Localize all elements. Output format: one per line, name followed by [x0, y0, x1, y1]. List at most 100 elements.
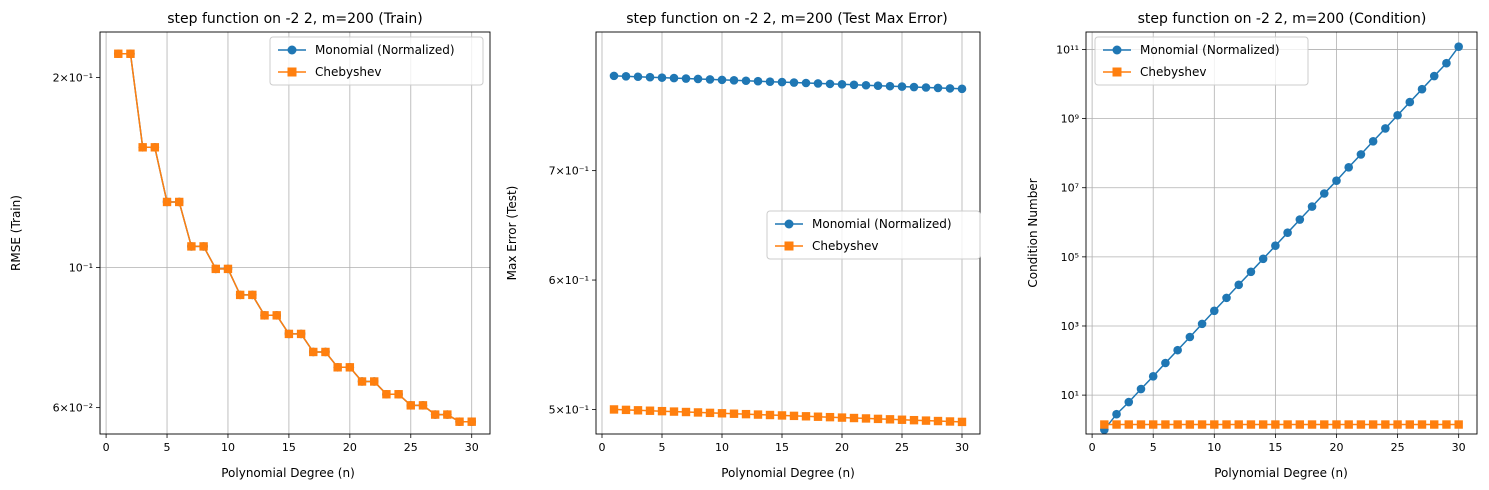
condition-x-tick-label: 10	[1207, 441, 1221, 454]
train-y-tick-label: 10⁻¹	[69, 262, 93, 275]
train-chebyshev-point	[345, 363, 355, 372]
condition-y-tick-label: 10¹	[1061, 389, 1079, 402]
train-chebyshev-point	[175, 197, 184, 207]
condition-monomial-point	[1356, 150, 1366, 159]
condition-monomial-point	[1283, 228, 1292, 237]
train-chebyshev-point	[248, 290, 257, 300]
train-axes-frame	[99, 31, 491, 435]
test-monomial-point	[609, 71, 619, 81]
condition-legend-chebyshev-label: Chebyshev	[1140, 65, 1206, 79]
panel-test: 0 5 10 15 20 25 30 7×10⁻¹ 6×10⁻¹ 5×10⁻¹ step func…	[505, 11, 981, 480]
test-monomial-point	[705, 75, 715, 84]
condition-y-tick-label: 10⁹	[1061, 113, 1079, 126]
train-chebyshev-point	[467, 417, 476, 426]
train-y-tick-label: 2×10⁻¹	[53, 71, 93, 84]
condition-chebyshev-point	[1307, 420, 1317, 429]
condition-chebyshev-point	[1393, 420, 1402, 429]
condition-chebyshev-point	[1381, 420, 1390, 429]
condition-y-axis-label: Condition Number	[1026, 178, 1040, 287]
test-monomial-point	[801, 78, 811, 88]
test-chebyshev-point	[753, 410, 763, 419]
test-chebyshev-point	[705, 408, 715, 418]
test-chebyshev-point	[957, 417, 967, 427]
panel-condition: 0 5 10 15 20 25 30 10¹ 10³ 10⁵ 10⁷ 10⁹ 10¹¹ step fun…	[1026, 11, 1478, 480]
train-chebyshev-point	[430, 410, 440, 419]
test-y-tick-label: 7×10⁻¹	[549, 165, 589, 178]
train-legend: Monomial (Normalized) Chebyshev	[269, 36, 484, 86]
condition-chebyshev-point	[1356, 420, 1366, 429]
condition-chebyshev-point	[1112, 420, 1121, 429]
test-monomial-point	[657, 73, 667, 82]
test-monomial-point	[645, 72, 655, 82]
condition-chebyshev-point	[1222, 420, 1231, 429]
test-y-tick-label: 6×10⁻¹	[549, 274, 589, 287]
condition-legend-box	[1094, 36, 1309, 86]
condition-monomial-point	[1332, 176, 1341, 185]
test-monomial-point	[885, 81, 895, 91]
condition-legend-monomial-marker	[1112, 45, 1122, 55]
train-chebyshev-point	[162, 197, 172, 207]
condition-monomial-point	[1319, 189, 1329, 198]
condition-plot-area: 0 5 10 15 20 25 30 10¹ 10³ 10⁵ 10⁷ 10⁹ 10¹¹	[1056, 31, 1478, 454]
test-x-tick-label: 5	[659, 441, 666, 454]
test-monomial-point	[873, 81, 883, 90]
test-x-tick-label: 10	[715, 441, 729, 454]
test-plot-area: 0 5 10 15 20 25 30 7×10⁻¹ 6×10⁻¹ 5×10⁻¹	[549, 31, 981, 454]
train-chebyshev-point	[370, 377, 379, 386]
condition-monomial-point	[1173, 345, 1182, 355]
condition-monomial-point	[1112, 409, 1121, 419]
condition-chebyshev-point	[1454, 420, 1463, 429]
condition-monomial-point	[1295, 215, 1305, 224]
condition-monomial-point	[1136, 384, 1146, 394]
train-legend-monomial-label: Monomial (Normalized)	[315, 43, 455, 57]
test-y-axis-label: Max Error (Test)	[505, 186, 519, 281]
test-monomial-point	[861, 80, 871, 90]
test-chebyshev-point	[741, 409, 751, 419]
condition-monomial-point	[1161, 358, 1170, 368]
train-chart-title: step function on -2 2, m=200 (Train)	[167, 11, 423, 27]
test-monomial-point	[921, 83, 931, 92]
condition-monomial-point	[1442, 58, 1451, 68]
train-chebyshev-point	[187, 242, 196, 251]
test-chart-title: step function on -2 2, m=200 (Test Max E…	[626, 11, 947, 27]
test-chebyshev-point	[609, 405, 619, 414]
condition-monomial-point	[1246, 267, 1256, 277]
test-chebyshev-point	[657, 406, 667, 416]
test-monomial-point	[933, 83, 943, 93]
condition-monomial-point	[1209, 306, 1219, 316]
test-legend-box	[766, 210, 981, 260]
condition-monomial-point	[1393, 110, 1402, 120]
condition-chebyshev-point	[1271, 420, 1280, 429]
test-monomial-point	[669, 73, 679, 83]
test-monomial-point	[813, 79, 823, 88]
train-chebyshev-point	[296, 329, 306, 339]
train-chebyshev-point	[382, 390, 391, 399]
condition-chebyshev-point	[1258, 420, 1268, 429]
condition-y-tick-label: 10¹¹	[1056, 43, 1079, 56]
test-chebyshev-point	[717, 409, 727, 418]
test-monomial-point	[777, 77, 787, 87]
train-chebyshev-point	[211, 264, 220, 274]
train-chebyshev-point	[114, 49, 123, 58]
train-x-tick-label: 20	[343, 441, 357, 454]
train-chebyshev-point	[418, 401, 428, 410]
test-x-tick-label: 25	[895, 441, 909, 454]
condition-monomial-point	[1185, 332, 1195, 342]
condition-monomial-point	[1258, 254, 1268, 264]
train-chebyshev-point	[321, 347, 330, 357]
train-chebyshev-point	[284, 329, 294, 339]
condition-x-tick-label: 30	[1452, 441, 1466, 454]
test-chebyshev-point	[645, 406, 655, 415]
train-chebyshev-point	[223, 264, 233, 274]
condition-chebyshev-point	[1344, 420, 1353, 429]
condition-chebyshev-point	[1320, 420, 1329, 429]
test-chebyshev-point	[849, 413, 859, 423]
condition-legend: Monomial (Normalized) Chebyshev	[1094, 36, 1309, 86]
condition-chebyshev-point	[1332, 420, 1341, 429]
test-chebyshev-point	[729, 409, 739, 418]
test-chebyshev-point	[945, 417, 955, 426]
condition-monomial-point	[1222, 293, 1231, 303]
condition-chebyshev-point	[1295, 420, 1305, 429]
test-chebyshev-point	[813, 412, 823, 421]
test-monomial-point	[717, 75, 727, 85]
